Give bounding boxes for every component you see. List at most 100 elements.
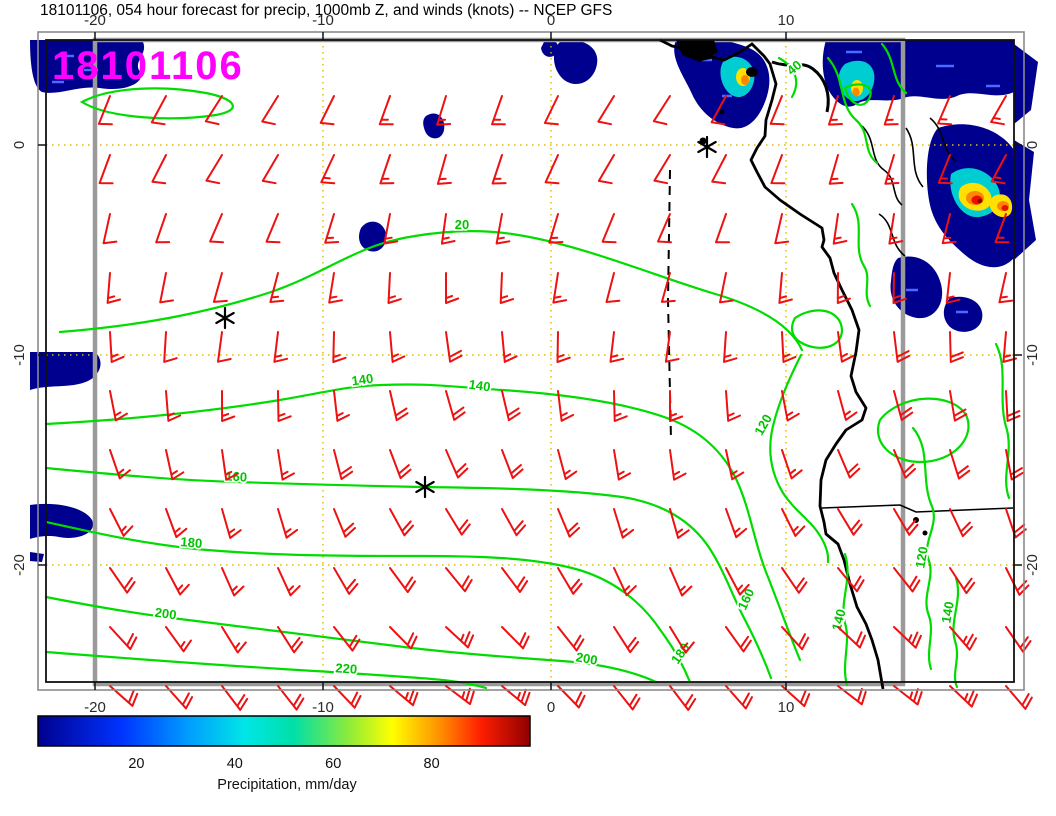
wind-barb bbox=[499, 272, 515, 304]
wind-barb bbox=[389, 390, 409, 422]
wind-barb bbox=[102, 213, 118, 245]
wind-barb bbox=[277, 626, 303, 654]
x-tick-bottom: -20 bbox=[84, 699, 106, 716]
wind-barb bbox=[828, 154, 844, 185]
wind-barb bbox=[605, 272, 621, 303]
wind-barb bbox=[106, 272, 122, 304]
wind-barb bbox=[333, 626, 361, 652]
contour-label: 220 bbox=[335, 660, 358, 676]
wind-barb bbox=[445, 390, 466, 421]
wind-barb bbox=[209, 213, 224, 244]
wind-barb bbox=[333, 567, 359, 595]
wind-barb bbox=[949, 567, 976, 595]
wind-barb bbox=[445, 449, 469, 479]
wind-barb bbox=[949, 390, 968, 422]
wind-barb bbox=[109, 626, 138, 651]
axis-labels: -20 -10 0 10 -20 -10 0 10 0 -10 -20 0 -1… bbox=[11, 12, 1041, 716]
wind-barb bbox=[159, 272, 174, 304]
wind-barb bbox=[832, 213, 848, 245]
wind-barb bbox=[613, 508, 635, 539]
wind-barb bbox=[893, 685, 923, 706]
wind-barb bbox=[990, 154, 1007, 185]
wind-barb bbox=[109, 390, 128, 422]
asterisk-marker bbox=[415, 475, 435, 499]
wind-barb bbox=[501, 626, 530, 650]
wind-barb bbox=[379, 154, 395, 185]
wind-barb bbox=[440, 213, 456, 245]
wind-barb bbox=[557, 390, 575, 422]
wind-barb bbox=[445, 567, 473, 593]
contour-label: 120 bbox=[912, 545, 931, 569]
wind-barb bbox=[217, 331, 232, 363]
wind-barb bbox=[949, 685, 978, 708]
wind-barb bbox=[945, 272, 961, 304]
colorbar-tick-label: 60 bbox=[325, 756, 341, 772]
wind-barb bbox=[389, 449, 412, 480]
wind-barb bbox=[1005, 390, 1021, 422]
wind-barb bbox=[883, 95, 899, 126]
x-tick-bottom: 0 bbox=[547, 699, 555, 716]
wind-barb bbox=[389, 331, 406, 363]
wind-barb bbox=[445, 272, 460, 304]
wind-barb bbox=[1005, 626, 1032, 653]
wind-barb bbox=[277, 567, 301, 597]
wind-barb bbox=[324, 213, 340, 244]
wind-barb bbox=[387, 272, 402, 304]
wind-barb bbox=[597, 154, 615, 185]
wind-barb bbox=[781, 331, 797, 363]
colorbar-tick-label: 80 bbox=[424, 756, 440, 772]
wind-barb bbox=[725, 567, 750, 596]
island-principe bbox=[719, 109, 725, 115]
wind-barb bbox=[445, 508, 471, 536]
wind-barb bbox=[98, 154, 114, 185]
wind-barb bbox=[333, 390, 350, 422]
wind-barb bbox=[837, 390, 858, 421]
wind-barb bbox=[261, 154, 279, 185]
wind-barb bbox=[669, 626, 695, 654]
wind-barb bbox=[552, 272, 568, 304]
wind-barb bbox=[557, 449, 578, 480]
wind-barb bbox=[109, 508, 134, 537]
wind-barb bbox=[332, 331, 347, 363]
wind-barb bbox=[837, 331, 855, 363]
wind-barb bbox=[781, 626, 810, 651]
wind-barb bbox=[501, 685, 531, 707]
wind-barb bbox=[221, 567, 245, 597]
wind-barb bbox=[937, 154, 953, 185]
run-timestamp: 18101106 bbox=[52, 44, 244, 88]
wind-barb bbox=[609, 331, 625, 363]
wind-barb bbox=[601, 213, 617, 244]
wind-barb bbox=[548, 213, 564, 244]
wind-barb bbox=[723, 331, 738, 363]
x-tick-bottom: -10 bbox=[312, 699, 334, 716]
x-tick-top: -10 bbox=[312, 12, 334, 29]
figure-title: 18101106, 054 hour forecast for precip, … bbox=[40, 2, 612, 19]
contour-label: 140 bbox=[351, 371, 375, 389]
wind-barb bbox=[893, 331, 911, 363]
coastline bbox=[659, 38, 1014, 690]
wind-barb bbox=[205, 154, 223, 185]
wind-barb bbox=[544, 154, 560, 185]
wind-barb bbox=[998, 272, 1014, 304]
wind-barb bbox=[491, 95, 506, 126]
wind-barb bbox=[165, 508, 188, 539]
wind-barb bbox=[445, 685, 475, 706]
wind-barb bbox=[725, 508, 748, 539]
dashed-section-line bbox=[666, 169, 672, 441]
wind-barb bbox=[884, 154, 900, 185]
wind-barb bbox=[389, 567, 416, 594]
wind-barb bbox=[543, 95, 559, 126]
wind-barb bbox=[383, 213, 399, 245]
wind-barb bbox=[613, 626, 640, 654]
wind-barb bbox=[893, 449, 917, 479]
wind-barb bbox=[265, 213, 281, 244]
wind-barb bbox=[109, 449, 131, 480]
wind-barb bbox=[990, 95, 1007, 126]
wind-barb bbox=[491, 154, 507, 185]
wind-barb bbox=[893, 626, 922, 649]
wind-barb bbox=[557, 626, 585, 652]
wind-barb bbox=[836, 272, 851, 304]
wind-barb bbox=[710, 95, 727, 126]
